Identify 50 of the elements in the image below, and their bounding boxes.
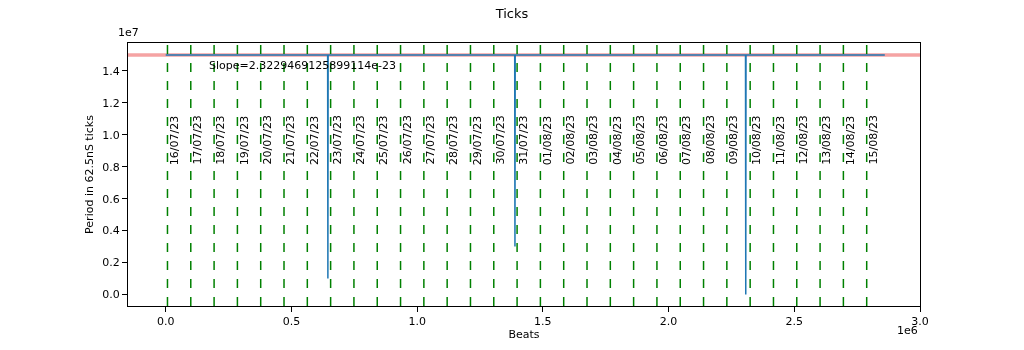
annotation: 05/08/23 bbox=[633, 114, 647, 165]
annotation: 06/08/23 bbox=[657, 115, 671, 165]
annotation: 09/08/23 bbox=[727, 115, 741, 165]
annotation: 14/08/23 bbox=[843, 115, 857, 166]
annotation: 28/07/23 bbox=[447, 115, 461, 165]
x-tick-label: 0.0 bbox=[156, 315, 175, 329]
y-tick-label: 0.4 bbox=[102, 224, 120, 238]
y-tick-label: 1.0 bbox=[102, 128, 120, 142]
annotation: 02/08/23 bbox=[563, 115, 577, 165]
annotation: 13/08/23 bbox=[820, 115, 834, 165]
annotation: 19/07/23 bbox=[237, 115, 251, 166]
annotation: 21/07/23 bbox=[284, 115, 298, 165]
x-tick-label: 1.0 bbox=[408, 315, 426, 329]
annotation: 11/08/23 bbox=[773, 115, 787, 166]
y-tick-label: 0.0 bbox=[102, 288, 120, 302]
annotation: 10/08/23 bbox=[750, 115, 764, 165]
annotation: 03/08/23 bbox=[587, 115, 601, 165]
x-tick-label: 1.5 bbox=[534, 315, 552, 329]
annotation: 20/07/23 bbox=[260, 115, 274, 165]
annotation: 22/07/23 bbox=[307, 115, 321, 166]
annotation: 07/08/23 bbox=[680, 115, 694, 165]
annotation: 01/08/23 bbox=[540, 115, 554, 166]
y-axis-title: Period in 62.5nS ticks bbox=[82, 114, 96, 234]
annotation: 26/07/23 bbox=[400, 114, 414, 165]
annotation: 15/08/23 bbox=[866, 115, 880, 165]
annotation: 12/08/23 bbox=[797, 115, 811, 165]
annotation: 31/07/23 bbox=[517, 115, 531, 165]
x-tick-label: 2.0 bbox=[659, 315, 678, 329]
chart-title: Ticks bbox=[494, 5, 529, 21]
annotation: 24/07/23 bbox=[354, 115, 368, 165]
annotation: 16/07/23 bbox=[167, 115, 181, 166]
annotation: 27/07/23 bbox=[424, 115, 438, 165]
x-tick-label: 2.5 bbox=[785, 315, 804, 329]
annotation: 23/07/23 bbox=[330, 114, 344, 165]
annotation: 04/08/23 bbox=[610, 115, 624, 166]
annotation: 30/07/23 bbox=[494, 115, 508, 165]
y-tick-label: 0.2 bbox=[102, 256, 120, 270]
annotation: 17/07/23 bbox=[191, 115, 205, 165]
annotation: 29/07/23 bbox=[470, 115, 484, 166]
annotation: 08/08/23 bbox=[703, 114, 717, 165]
x-axis-title: Beats bbox=[508, 328, 540, 342]
annotation: 18/07/23 bbox=[214, 115, 228, 165]
line-series bbox=[164, 54, 886, 296]
annotation: 25/07/23 bbox=[377, 115, 391, 165]
y-tick-label: 0.6 bbox=[102, 192, 120, 206]
y-tick-label: 1.4 bbox=[102, 64, 120, 78]
x-tick-label: 0.5 bbox=[282, 315, 301, 329]
y-tick-label: 1.2 bbox=[102, 96, 120, 110]
text: 1e7 bbox=[118, 26, 139, 39]
y-tick-label: 0.8 bbox=[102, 160, 120, 174]
